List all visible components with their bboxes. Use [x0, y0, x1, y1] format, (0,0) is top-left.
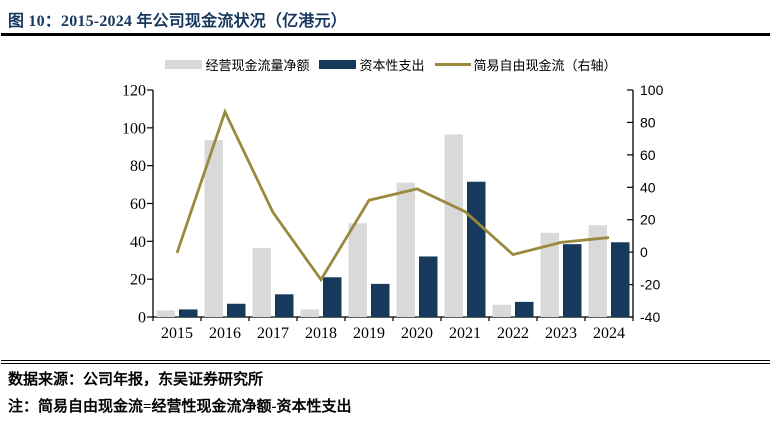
note-text: 注：简易自由现金流=经营性现金流净额-资本性支出 — [8, 399, 352, 415]
right-axis-tick-label: 0 — [640, 244, 648, 260]
left-axis-tick-label: 100 — [122, 120, 146, 137]
right-axis-tick-label: 60 — [640, 147, 656, 163]
bar-capex-2021 — [467, 181, 486, 317]
legend-item-2: 资本性支出 — [319, 55, 425, 74]
bar-capex-2023 — [563, 244, 582, 317]
legend-bar-swatch — [319, 59, 357, 69]
x-axis-year-label: 2017 — [257, 325, 289, 342]
right-axis-tick-label: 40 — [640, 179, 656, 195]
footer-divider-rule-2 — [1, 363, 770, 364]
right-axis-tick-label: 80 — [640, 114, 656, 130]
left-axis-tick-label: 0 — [138, 310, 146, 327]
bar-operating-cash-flow-2016 — [204, 140, 223, 317]
bar-capex-2020 — [419, 256, 438, 317]
bar-operating-cash-flow-2023 — [540, 232, 559, 317]
left-axis-tick-label: 80 — [130, 158, 146, 175]
x-axis-year-label: 2022 — [497, 325, 529, 342]
left-axis-tick-label: 120 — [122, 83, 146, 100]
figure-title: 图 10：2015-2024 年公司现金流状况（亿港元） — [8, 13, 347, 30]
right-axis-tick-label: 20 — [640, 212, 656, 228]
bar-operating-cash-flow-2018 — [300, 309, 319, 317]
line-free-cash-flow — [175, 108, 610, 283]
bar-operating-cash-flow-2024 — [588, 225, 607, 317]
bar-operating-cash-flow-2021 — [444, 134, 463, 317]
bar-operating-cash-flow-2022 — [492, 304, 511, 317]
left-axis-tick-label: 40 — [130, 234, 146, 251]
bar-operating-cash-flow-2019 — [348, 223, 367, 317]
bar-capex-2022 — [515, 301, 534, 317]
bar-capex-2017 — [275, 294, 294, 317]
x-axis-year-label: 2019 — [353, 325, 385, 342]
bar-capex-2016 — [227, 303, 246, 317]
data-source-text: 数据来源：公司年报，东吴证券研究所 — [8, 372, 264, 388]
footer-divider-rule — [1, 360, 770, 361]
legend-item-3: 简易自由现金流（右轴） — [434, 55, 617, 74]
bar-capex-2015 — [179, 309, 198, 317]
x-axis-year-label: 2018 — [305, 325, 337, 342]
legend-label: 简易自由现金流（右轴） — [473, 57, 617, 73]
legend-label: 经营现金流量净额 — [205, 57, 310, 73]
legend-line-swatch — [434, 62, 471, 66]
chart-legend: 经营现金流量净额 资本性支出 简易自由现金流（右轴） — [0, 54, 782, 74]
x-axis-year-label: 2016 — [209, 325, 241, 342]
cash-flow-chart: 0 20 40 60 80 100 120 -40 -20 0 20 40 60 80 100 2015 201… — [122, 82, 664, 342]
legend-bar-swatch — [165, 59, 203, 69]
title-divider-rule — [1, 33, 770, 36]
right-axis-tick-label: -40 — [640, 309, 660, 325]
bar-operating-cash-flow-2015 — [156, 310, 175, 317]
x-axis-year-label: 2023 — [545, 325, 577, 342]
x-axis-year-label: 2020 — [401, 325, 433, 342]
x-axis-year-label: 2024 — [593, 325, 625, 342]
legend-label: 资本性支出 — [359, 57, 425, 73]
bar-operating-cash-flow-2020 — [396, 182, 415, 317]
bar-capex-2019 — [371, 283, 390, 317]
left-axis-tick-label: 60 — [130, 196, 146, 213]
bar-operating-cash-flow-2017 — [252, 247, 271, 317]
right-axis-tick-label: 100 — [640, 82, 664, 98]
bar-capex-2024 — [611, 242, 630, 317]
left-axis-tick-label: 20 — [130, 272, 146, 289]
x-axis-year-label: 2021 — [449, 325, 481, 342]
legend-item-1: 经营现金流量净额 — [165, 55, 309, 74]
x-axis-year-label: 2015 — [161, 325, 193, 342]
bar-capex-2018 — [323, 277, 342, 317]
right-axis-tick-label: -20 — [640, 277, 660, 293]
